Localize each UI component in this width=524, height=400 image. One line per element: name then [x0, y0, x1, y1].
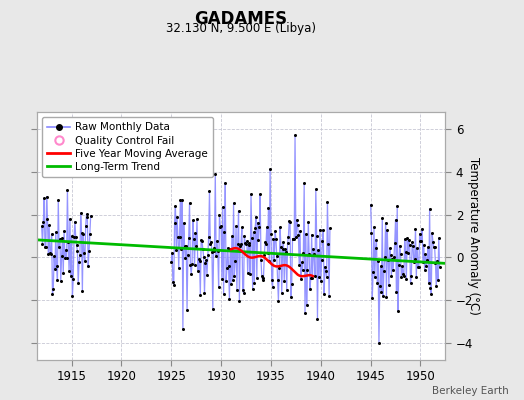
Text: GADAMES: GADAMES	[194, 10, 288, 28]
Text: Berkeley Earth: Berkeley Earth	[432, 386, 508, 396]
Legend: Raw Monthly Data, Quality Control Fail, Five Year Moving Average, Long-Term Tren: Raw Monthly Data, Quality Control Fail, …	[42, 117, 213, 177]
Y-axis label: Temperature Anomaly (°C): Temperature Anomaly (°C)	[467, 157, 480, 315]
Text: 32.130 N, 9.500 E (Libya): 32.130 N, 9.500 E (Libya)	[166, 22, 316, 35]
